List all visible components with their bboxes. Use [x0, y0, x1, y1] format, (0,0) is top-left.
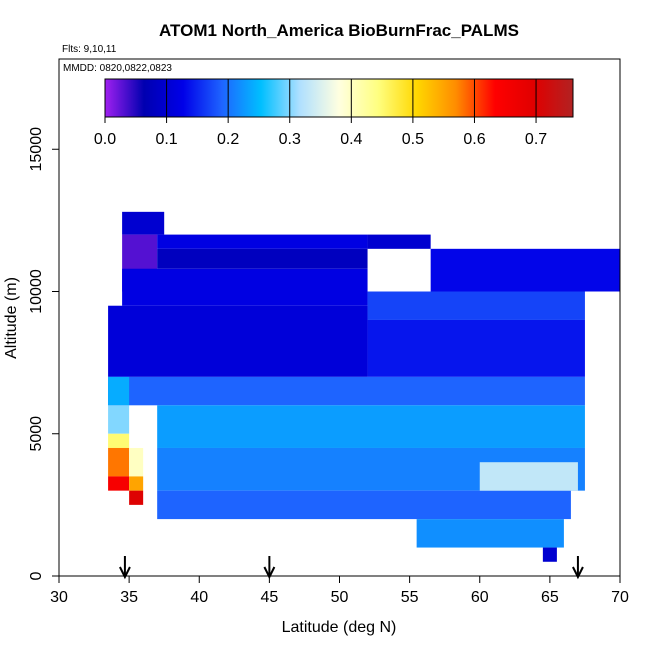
colorbar-tick-label: 0.2: [217, 131, 239, 148]
heatmap-cell: [129, 447, 144, 477]
colorbar-tick-label: 0.0: [94, 131, 116, 148]
colorbar: 0.0 0.1 0.2 0.3 0.4 0.5 0.6 0.7: [94, 78, 574, 148]
x-axis-label: Latitude (deg N): [282, 619, 397, 636]
y-axis-label: Altitude (m): [3, 277, 20, 359]
colorbar-tick-label: 0.3: [279, 131, 301, 148]
x-tick-label: 50: [331, 589, 349, 606]
heatmap-cell: [157, 234, 368, 249]
heatmap-cell: [430, 248, 620, 292]
heatmap-cell: [108, 476, 130, 491]
y-tick-label: 0: [28, 571, 45, 580]
x-tick-label: 60: [471, 589, 489, 606]
colorbar-tick-label: 0.4: [340, 131, 362, 148]
heatmap-cell: [479, 462, 578, 491]
y-tick-label: 5000: [28, 416, 45, 452]
heatmap-cell: [157, 248, 368, 269]
heatmap-cell: [367, 319, 585, 377]
x-tick-label: 40: [190, 589, 208, 606]
heatmap-cell: [108, 305, 368, 377]
heatmap-cell: [108, 405, 130, 434]
flight-arrow-head: [572, 566, 584, 580]
heatmap-cell: [367, 291, 585, 320]
heatmap-cell: [129, 476, 144, 491]
x-tick-label: 65: [541, 589, 559, 606]
dates-annotation: MMDD: 0820,0822,0823: [63, 63, 172, 74]
heatmap-cell: [157, 490, 571, 520]
heatmap-cells: [108, 211, 620, 562]
axes: 30 35 40 45 50 55 60 65 70 0 5000 10000 15000: [28, 127, 629, 606]
heatmap-cell: [108, 376, 130, 406]
y-tick-label: 10000: [28, 269, 45, 314]
heatmap-cell: [108, 433, 130, 448]
colorbar-gradient: [104, 78, 574, 118]
x-tick-label: 45: [260, 589, 278, 606]
colorbar-tick-label: 0.1: [155, 131, 177, 148]
colorbar-tick-label: 0.7: [525, 131, 547, 148]
colorbar-tick-label: 0.5: [402, 131, 424, 148]
heatmap-cell: [108, 376, 585, 406]
heatmap-cell: [367, 234, 431, 249]
heatmap-cell: [157, 405, 585, 448]
heatmap-cell: [542, 547, 557, 562]
flight-arrow-head: [263, 566, 276, 580]
y-tick-label: 15000: [28, 127, 45, 172]
heatmap-cell: [122, 211, 165, 235]
flight-arrow-head: [119, 566, 131, 580]
x-tick-label: 70: [611, 589, 629, 606]
heatmap-cell: [108, 447, 130, 477]
chart-title: ATOM1 North_America BioBurnFrac_PALMS: [159, 21, 519, 40]
flight-arrows: [119, 556, 584, 580]
colorbar-tick-label: 0.6: [463, 131, 485, 148]
flights-annotation: Flts: 9,10,11: [62, 44, 117, 55]
x-tick-label: 35: [120, 589, 138, 606]
x-tick-label: 30: [50, 589, 68, 606]
heatmap-cell: [416, 519, 564, 548]
heatmap-cell: [129, 490, 144, 505]
x-tick-label: 55: [401, 589, 419, 606]
heatmap-cell: [122, 268, 368, 306]
